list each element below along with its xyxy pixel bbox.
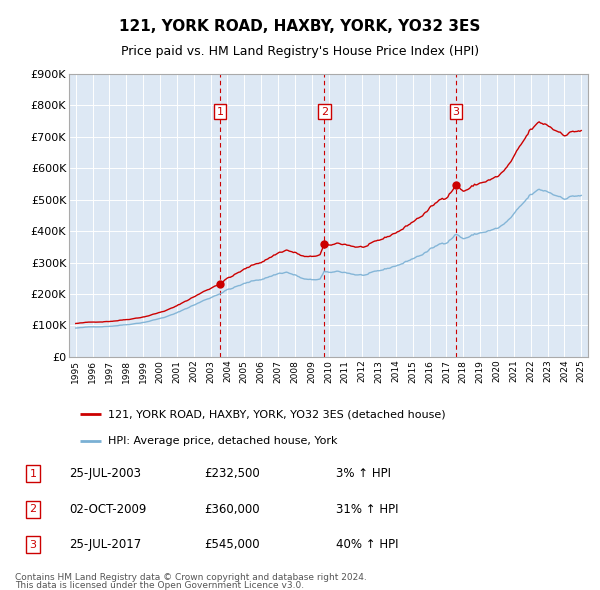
Text: 02-OCT-2009: 02-OCT-2009 [69,503,146,516]
Text: £545,000: £545,000 [204,538,260,551]
Text: 1: 1 [217,107,224,116]
Text: 121, YORK ROAD, HAXBY, YORK, YO32 3ES: 121, YORK ROAD, HAXBY, YORK, YO32 3ES [119,19,481,34]
Text: 31% ↑ HPI: 31% ↑ HPI [336,503,398,516]
Text: 25-JUL-2017: 25-JUL-2017 [69,538,141,551]
Text: 2: 2 [29,504,37,514]
Text: £360,000: £360,000 [204,503,260,516]
Text: 1: 1 [29,469,37,478]
Text: Contains HM Land Registry data © Crown copyright and database right 2024.: Contains HM Land Registry data © Crown c… [15,572,367,582]
Text: Price paid vs. HM Land Registry's House Price Index (HPI): Price paid vs. HM Land Registry's House … [121,45,479,58]
Text: 3: 3 [452,107,460,116]
Text: 121, YORK ROAD, HAXBY, YORK, YO32 3ES (detached house): 121, YORK ROAD, HAXBY, YORK, YO32 3ES (d… [108,409,446,419]
Text: 3% ↑ HPI: 3% ↑ HPI [336,467,391,480]
Text: 2: 2 [321,107,328,116]
Text: This data is licensed under the Open Government Licence v3.0.: This data is licensed under the Open Gov… [15,581,304,590]
Text: 40% ↑ HPI: 40% ↑ HPI [336,538,398,551]
Text: 3: 3 [29,540,37,549]
Text: £232,500: £232,500 [204,467,260,480]
Text: 25-JUL-2003: 25-JUL-2003 [69,467,141,480]
Text: HPI: Average price, detached house, York: HPI: Average price, detached house, York [108,437,337,446]
